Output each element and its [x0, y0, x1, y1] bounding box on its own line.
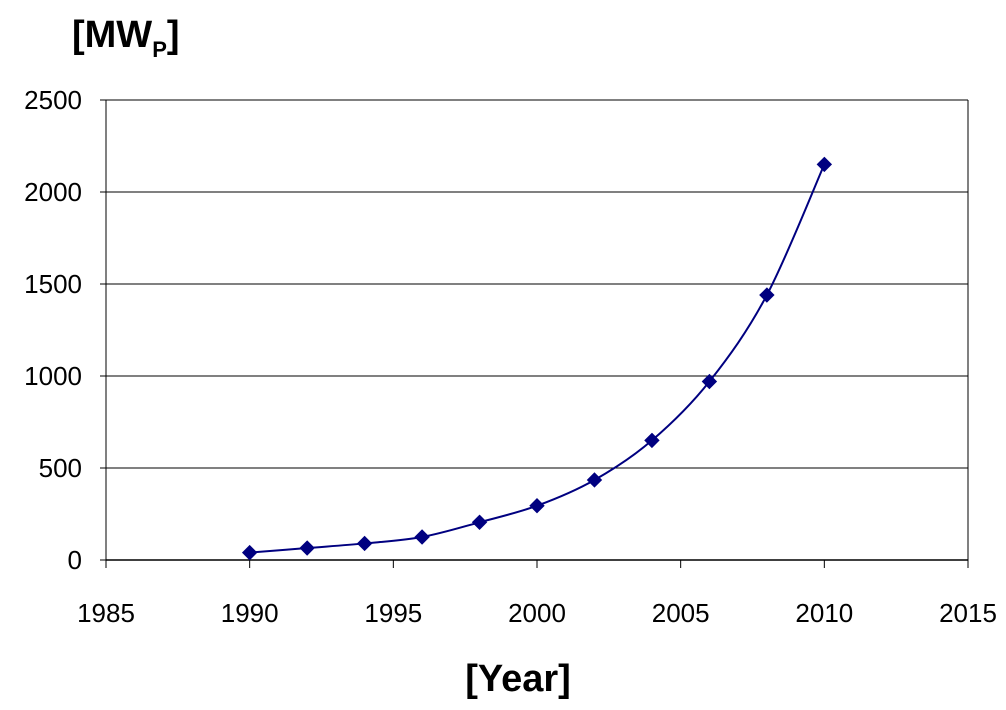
- grid-lines: [106, 99, 968, 469]
- data-point-2002: [586, 472, 603, 488]
- x-tick-label-2005: 2005: [652, 598, 710, 628]
- x-tick-label-2010: 2010: [795, 598, 853, 628]
- x-tick-label-1990: 1990: [221, 598, 279, 628]
- svg-text:[MWP]: [MWP]: [72, 14, 180, 62]
- x-tick-label-1985: 1985: [77, 598, 135, 628]
- x-axis-title: [Year]: [465, 658, 571, 700]
- y-tick-label-2000: 2000: [24, 177, 82, 207]
- y-tick-labels: 0 500 1000 1500 2000 2500: [24, 85, 106, 575]
- y-axis-title-subscript: P: [152, 37, 167, 62]
- data-point-1998: [471, 514, 488, 530]
- data-point-1992: [299, 540, 315, 556]
- x-tick-labels: 1985 1990 1995 2000 2005 2010 2015: [77, 560, 997, 628]
- y-tick-label-1500: 1500: [24, 269, 82, 299]
- data-point-1994: [356, 535, 373, 552]
- data-point-2010: [816, 156, 833, 173]
- plot-area: [106, 100, 968, 560]
- y-axis-title-main: [MW: [72, 14, 152, 56]
- x-tick-label-2000: 2000: [508, 598, 566, 628]
- series: [241, 156, 833, 561]
- y-tick-label-2500: 2500: [24, 85, 82, 115]
- data-point-2004: [644, 432, 660, 449]
- data-point-2008: [759, 287, 775, 303]
- y-tick-label-1000: 1000: [24, 361, 82, 391]
- y-tick-label-500: 500: [39, 453, 82, 483]
- x-tick-label-1995: 1995: [364, 598, 422, 628]
- y-axis-title-close: ]: [167, 14, 180, 56]
- data-point-2000: [529, 498, 545, 514]
- data-point-1996: [414, 529, 430, 545]
- x-tick-label-2015: 2015: [939, 598, 997, 628]
- y-tick-label-0: 0: [68, 545, 82, 575]
- y-axis-title: [MWP]: [72, 14, 180, 62]
- data-point-1990: [241, 544, 258, 561]
- data-point-2006: [701, 373, 718, 390]
